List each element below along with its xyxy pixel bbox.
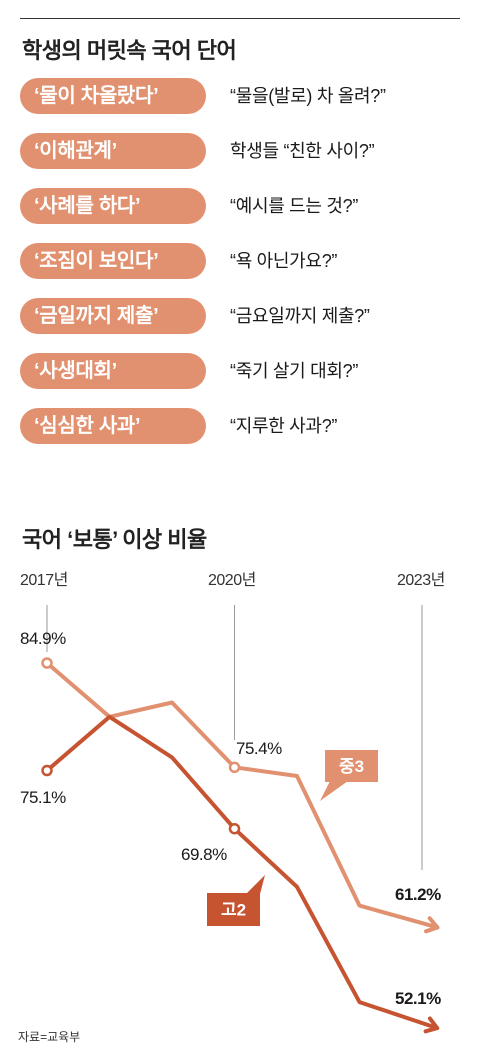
word-meaning: “죽기 살기 대회?” <box>230 361 359 381</box>
word-pill: ‘금일까지 제출’ <box>20 298 206 334</box>
series-line-고2 <box>45 714 440 1031</box>
word-meaning: “예시를 드는 것?” <box>230 196 359 216</box>
vocab-row: ‘물이 차올랐다’ “물을(발로) 차 올려?” <box>20 78 460 133</box>
vocab-row: ‘사례를 하다’ “예시를 드는 것?” <box>20 188 460 243</box>
series-tag-tail <box>320 781 348 801</box>
series-tag <box>207 893 260 926</box>
series-arrow-고2 <box>423 1016 440 1034</box>
data-label: 75.4% <box>236 739 282 758</box>
word-meaning: “물을(발로) 차 올려?” <box>230 86 386 106</box>
series-tag-tail <box>246 875 265 894</box>
top-rule <box>20 18 460 19</box>
data-point-marker <box>228 761 241 774</box>
vocab-row: ‘금일까지 제출’ “금요일까지 제출?” <box>20 298 460 353</box>
series-tag <box>325 750 378 782</box>
word-pill: ‘사생대회’ <box>20 353 206 389</box>
source-note: 자료=교육부 <box>18 1030 81 1044</box>
series-tag-label: 중3 <box>339 757 364 776</box>
word-pill: ‘이해관계’ <box>20 133 206 169</box>
word-meaning: 학생들 “친한 사이?” <box>230 141 375 161</box>
vocab-row: ‘이해관계’ 학생들 “친한 사이?” <box>20 133 460 188</box>
word-meaning: “지루한 사과?” <box>230 416 338 436</box>
vocab-row: ‘조짐이 보인다’ “욕 아닌가요?” <box>20 243 460 298</box>
chart-title: 국어 ‘보통’ 이상 비율 <box>22 527 207 552</box>
series-arrow-중3 <box>424 916 440 934</box>
data-point-marker <box>41 764 53 777</box>
vocab-row: ‘사생대회’ “죽기 살기 대회?” <box>20 353 460 408</box>
word-pill: ‘물이 차올랐다’ <box>20 78 206 114</box>
series-line-중3 <box>45 661 440 930</box>
vocab-row: ‘심심한 사과’ “지루한 사과?” <box>20 408 460 463</box>
data-label: 52.1% <box>395 989 441 1008</box>
data-label: 75.1% <box>20 788 66 807</box>
word-meaning: “금요일까지 제출?” <box>230 306 370 326</box>
data-label: 61.2% <box>395 885 441 904</box>
word-pill: ‘심심한 사과’ <box>20 408 206 444</box>
data-label: 84.9% <box>20 629 66 648</box>
data-point-marker <box>41 657 53 669</box>
x-tick-label: 2017년 <box>20 571 68 589</box>
series-tag-label: 고2 <box>221 901 246 920</box>
word-meaning: “욕 아닌가요?” <box>230 251 338 271</box>
x-tick-label: 2023년 <box>397 571 445 589</box>
vocab-list: ‘물이 차올랐다’ “물을(발로) 차 올려?” ‘이해관계’ 학생들 “친한 사이?… <box>20 78 460 463</box>
word-pill: ‘사례를 하다’ <box>20 188 206 224</box>
x-tick-label: 2020년 <box>208 571 256 589</box>
word-pill: ‘조짐이 보인다’ <box>20 243 206 279</box>
data-label: 69.8% <box>181 845 227 864</box>
data-point-marker <box>228 822 241 835</box>
vocab-title: 학생의 머릿속 국어 단어 <box>22 38 237 63</box>
